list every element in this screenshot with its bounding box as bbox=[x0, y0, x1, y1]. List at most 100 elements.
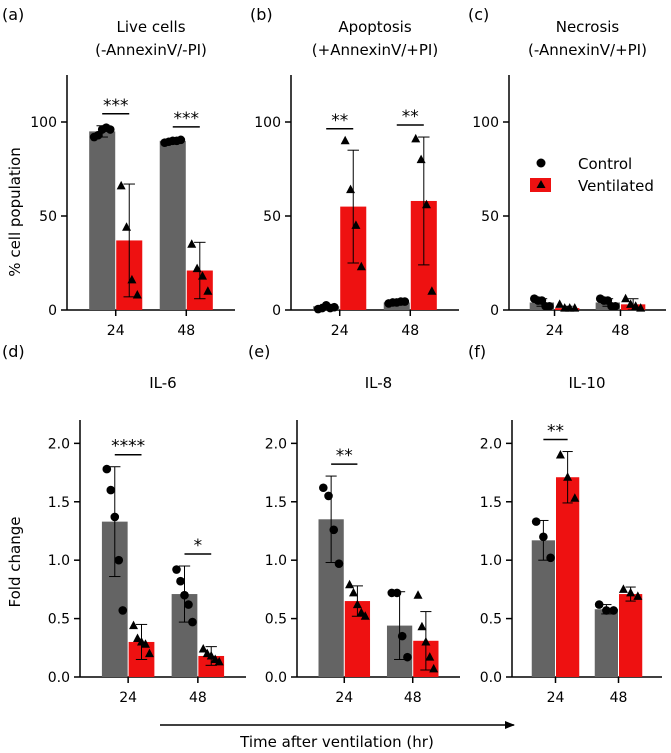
data-point-control bbox=[180, 590, 189, 600]
data-point-ventilated bbox=[413, 590, 423, 599]
x-tick-label: 24 bbox=[331, 323, 349, 339]
data-point-control bbox=[545, 301, 554, 311]
data-point-control bbox=[114, 555, 124, 565]
x-axis-label: Time after ventilation (hr) bbox=[239, 733, 434, 751]
data-point-ventilated bbox=[133, 633, 143, 642]
data-point-control bbox=[594, 600, 604, 609]
data-point-ventilated bbox=[140, 639, 150, 648]
y-tick-label: 0.0 bbox=[265, 670, 287, 686]
data-point-ventilated bbox=[555, 299, 565, 308]
data-point-control bbox=[329, 302, 339, 312]
significance-label: *** bbox=[103, 96, 129, 116]
data-point-ventilated bbox=[618, 584, 628, 593]
significance-label: ** bbox=[402, 107, 419, 127]
panel-label: (f) bbox=[468, 342, 486, 361]
y-tick-label: 1.0 bbox=[265, 553, 287, 569]
significance-label: *** bbox=[174, 109, 200, 129]
data-point-control bbox=[172, 565, 181, 574]
data-point-control bbox=[609, 606, 618, 615]
significance-label: * bbox=[194, 536, 203, 556]
y-tick-label: 100 bbox=[472, 115, 499, 131]
data-point-control bbox=[546, 553, 555, 563]
panel-d: (d) IL-6 0.0 0.5 1.0 1.5 2.0 24 **** 48 * bbox=[2, 342, 246, 706]
legend-ventilated-marker bbox=[536, 180, 546, 188]
data-point-ventilated bbox=[425, 652, 435, 661]
panel-b: (b) Apoptosis (+AnnexinV/+PI) 0 50 100 24 ** 48 *… bbox=[250, 5, 459, 339]
data-point-ventilated bbox=[356, 261, 366, 271]
data-point-ventilated bbox=[144, 648, 154, 658]
x-tick-label: 24 bbox=[119, 690, 137, 706]
y-tick-label: 50 bbox=[263, 209, 281, 225]
data-point-ventilated bbox=[116, 180, 126, 190]
y-tick-label: 0 bbox=[272, 303, 281, 319]
data-point-ventilated bbox=[427, 286, 437, 295]
data-point-ventilated bbox=[417, 621, 427, 631]
data-point-control bbox=[611, 301, 620, 311]
data-point-control bbox=[176, 576, 185, 586]
y-tick-label: 100 bbox=[254, 115, 281, 131]
data-point-ventilated bbox=[346, 184, 356, 194]
legend: Control Ventilated bbox=[530, 155, 654, 195]
significance-label: ** bbox=[331, 111, 348, 131]
data-point-ventilated bbox=[192, 263, 202, 273]
panel-title: IL-6 bbox=[149, 374, 176, 392]
panel-c: (c) Necrosis (-AnnexinV/+PI) 0 50 100 24 48 bbox=[468, 5, 666, 339]
data-point-ventilated bbox=[187, 239, 197, 248]
data-point-control bbox=[184, 600, 193, 609]
data-point-ventilated bbox=[429, 663, 439, 673]
x-tick-label: 24 bbox=[547, 690, 565, 706]
y-tick-label: 1.0 bbox=[480, 553, 502, 569]
data-point-control bbox=[118, 606, 128, 615]
data-point-ventilated bbox=[636, 303, 646, 312]
panel-e: (e) IL-8 0.0 0.5 1.0 1.5 2.0 24 ** 48 bbox=[248, 342, 460, 706]
data-point-ventilated bbox=[129, 620, 139, 630]
y-tick-label: 2.0 bbox=[480, 436, 502, 452]
panel-label: (a) bbox=[2, 5, 24, 24]
x-tick-label: 48 bbox=[401, 323, 419, 339]
x-tick-label: 24 bbox=[107, 323, 125, 339]
panel-subtitle: (+AnnexinV/+PI) bbox=[312, 41, 438, 59]
y-tick-label: 0 bbox=[490, 303, 499, 319]
data-point-ventilated bbox=[340, 135, 350, 145]
data-point-ventilated bbox=[132, 289, 142, 299]
significance-label: ** bbox=[547, 422, 564, 442]
data-point-ventilated bbox=[352, 599, 362, 609]
data-point-ventilated bbox=[626, 587, 636, 597]
y-tick-label: 0.5 bbox=[265, 612, 287, 628]
y-tick-label: 50 bbox=[39, 209, 57, 225]
panel-title: IL-8 bbox=[365, 374, 392, 392]
x-tick-label: 48 bbox=[404, 690, 422, 706]
data-point-ventilated bbox=[203, 286, 213, 295]
panel-subtitle: (-AnnexinV/+PI) bbox=[528, 41, 647, 59]
data-point-control bbox=[397, 631, 407, 641]
x-tick-label: 48 bbox=[612, 323, 630, 339]
panel-f: (f) IL-10 0.0 0.5 1.0 1.5 2.0 24 ** 48 bbox=[468, 342, 662, 706]
data-point-ventilated bbox=[631, 301, 641, 310]
data-point-control bbox=[403, 652, 412, 662]
data-point-ventilated bbox=[206, 650, 216, 660]
panel-label: (b) bbox=[250, 5, 273, 24]
panels: (a)Live cells(-AnnexinV/-PI)05010024***4… bbox=[2, 5, 666, 706]
data-point-control bbox=[329, 525, 339, 535]
data-point-ventilated bbox=[421, 199, 431, 209]
data-point-control bbox=[392, 588, 402, 598]
data-point-ventilated bbox=[563, 472, 573, 481]
legend-ventilated-label: Ventilated bbox=[578, 177, 654, 195]
significance-label: ** bbox=[336, 446, 353, 466]
data-point-ventilated bbox=[360, 611, 370, 620]
data-point-ventilated bbox=[348, 587, 358, 597]
data-point-ventilated bbox=[621, 293, 631, 303]
data-point-control bbox=[102, 464, 112, 474]
data-point-ventilated bbox=[555, 450, 565, 459]
data-point-control bbox=[400, 297, 410, 306]
data-point-ventilated bbox=[416, 154, 426, 164]
data-point-control bbox=[539, 532, 548, 542]
bar-ventilated-48 bbox=[619, 594, 643, 677]
bar-control-48 bbox=[159, 140, 186, 310]
y-tick-label: 0.0 bbox=[480, 670, 502, 686]
panel-title: Live cells bbox=[116, 18, 185, 36]
panel-title: Apoptosis bbox=[338, 18, 412, 36]
significance-label: **** bbox=[111, 437, 145, 457]
data-point-ventilated bbox=[198, 643, 208, 653]
